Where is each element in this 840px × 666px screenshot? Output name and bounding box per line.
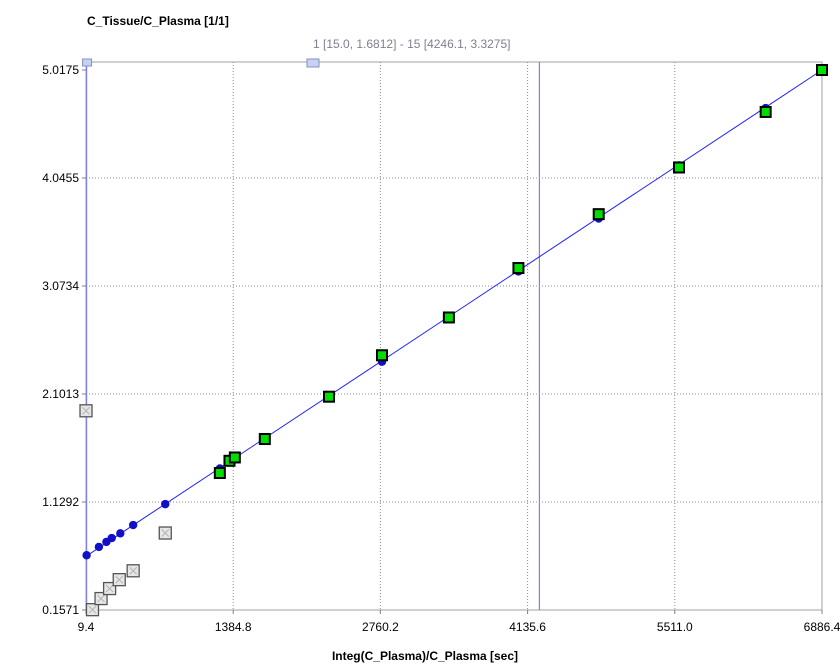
excluded-point-cross [97,594,105,603]
included-point [512,262,525,275]
grid-lines [82,62,823,614]
x-axis-label: Integ(C_Plasma)/C_Plasma [sec] [332,649,518,663]
x-tick-label: 5511.0 [657,620,693,634]
model-point [161,499,170,509]
included-point [442,311,455,324]
x-tick-label: 1384.8 [215,620,252,634]
x-tick-label: 4135.6 [509,620,546,634]
x-tick-label: 9.4 [78,620,95,634]
model-point [116,529,125,538]
excluded-point-cross [82,406,90,415]
included-point [228,451,241,464]
excluded-point-cross [115,575,124,584]
included-point [816,64,828,76]
excluded-point-cross [105,584,114,593]
y-tick-label: 1.1292 [42,495,79,509]
range-info: 1 [15.0, 1.6812] - 15 [4246.1, 3.3275] [313,37,511,51]
model-point [128,520,138,530]
y-tick-label: 0.1571 [42,603,79,617]
y-tick-label: 4.0455 [42,171,79,185]
excluded-point-cross [129,566,138,575]
range-handle [82,58,93,67]
excluded-point-cross [88,605,97,614]
included-point [672,161,685,174]
y-tick-label: 2.1013 [42,387,79,401]
y-tick-label: 3.0734 [42,279,79,293]
tick-labels: 9.4 1384.8 2760.2 4135.6 5511.0 6886.4 0.1571 1… [42,63,840,634]
included-point [323,390,336,403]
included-point [592,208,605,221]
x-tick-label: 2760.2 [362,620,399,634]
range-markers[interactable] [82,58,541,610]
chart-title: C_Tissue/C_Plasma [1/1] [87,14,229,28]
included-point [759,105,772,118]
included-point [375,349,388,362]
y-tick-label: 5.0175 [42,63,79,77]
plot-frame [85,61,823,611]
data-points [79,64,828,617]
model-point [94,542,104,552]
model-point [107,533,116,543]
included-point [213,467,226,480]
model-point [82,551,91,560]
range-handle [306,58,320,68]
excluded-point-cross [161,529,170,537]
x-tick-label: 6886.4 [804,620,840,634]
included-point [258,433,271,446]
